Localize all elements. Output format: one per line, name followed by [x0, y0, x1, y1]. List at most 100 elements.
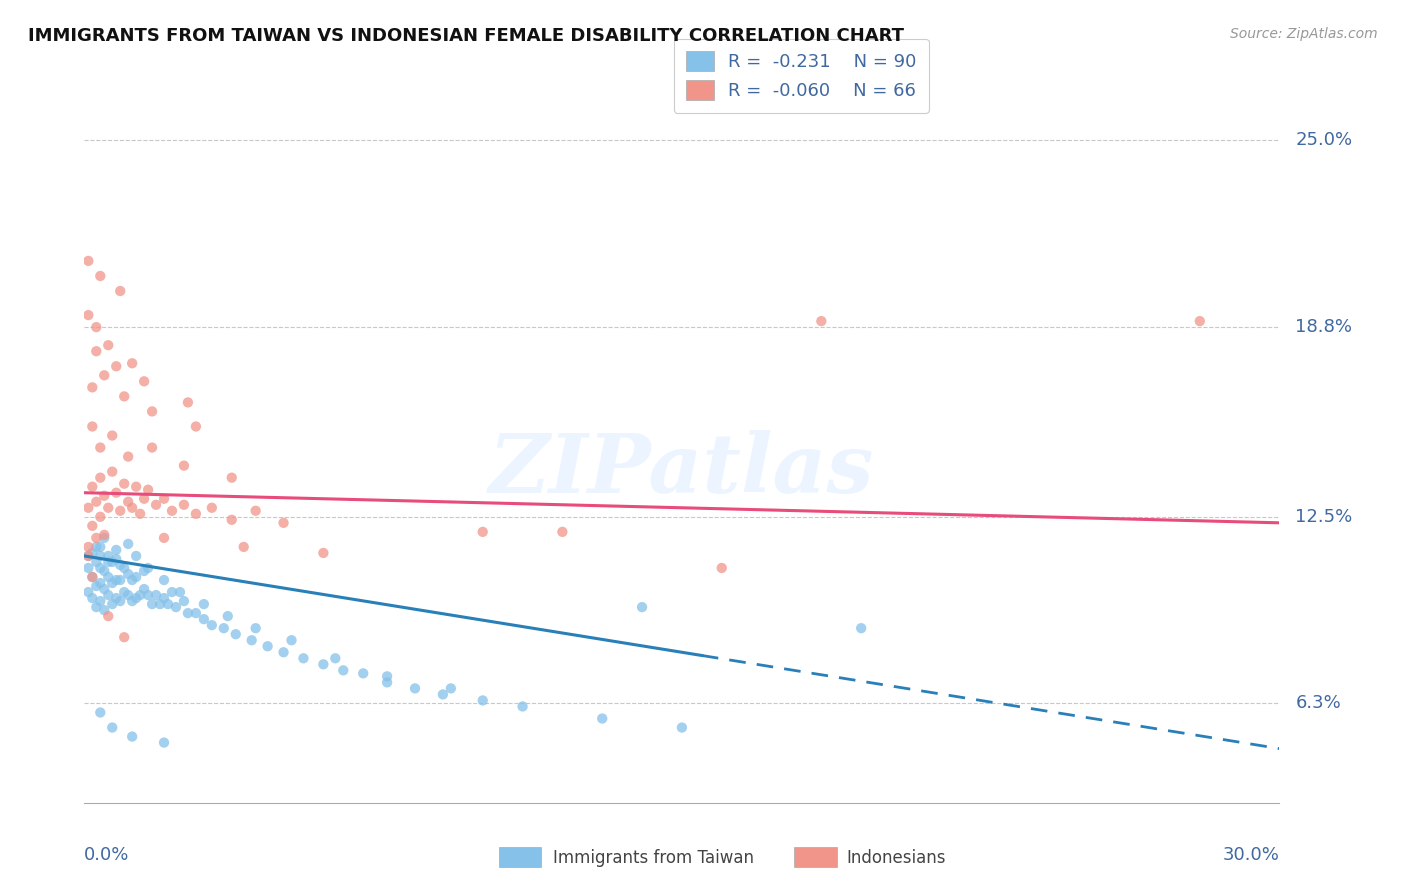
Point	[82, 380, 104, 394]
Text: ZIPatlas: ZIPatlas	[489, 431, 875, 510]
Point	[145, 588, 167, 602]
Point	[82, 480, 104, 494]
Point	[173, 458, 195, 473]
Point	[121, 500, 143, 515]
Point	[153, 735, 176, 749]
Point	[153, 591, 176, 606]
Point	[101, 721, 124, 735]
Point	[97, 570, 120, 584]
Point	[153, 531, 176, 545]
Point	[93, 531, 115, 545]
Point	[77, 254, 100, 268]
Point	[129, 588, 152, 602]
Point	[89, 441, 111, 455]
Point	[201, 500, 224, 515]
Point	[105, 591, 128, 606]
Point	[89, 540, 111, 554]
Point	[160, 504, 183, 518]
Point	[101, 597, 124, 611]
Point	[125, 480, 148, 494]
Point	[273, 645, 295, 659]
Point	[810, 314, 832, 328]
Point	[112, 389, 135, 403]
Point	[145, 498, 167, 512]
Point	[141, 441, 163, 455]
Point	[110, 284, 132, 298]
Text: Indonesians: Indonesians	[846, 849, 946, 867]
Point	[86, 494, 108, 508]
Point	[165, 600, 187, 615]
Point	[86, 531, 108, 545]
Point	[240, 633, 263, 648]
Point	[77, 585, 100, 599]
Point	[105, 359, 128, 374]
Point	[256, 639, 278, 653]
Point	[110, 594, 132, 608]
Point	[292, 651, 315, 665]
Point	[117, 450, 139, 464]
Point	[86, 555, 108, 569]
Legend: R =  -0.231    N = 90, R =  -0.060    N = 66: R = -0.231 N = 90, R = -0.060 N = 66	[673, 38, 929, 112]
Point	[97, 549, 120, 563]
Point	[97, 555, 120, 569]
Point	[89, 561, 111, 575]
Point	[177, 395, 200, 409]
Point	[169, 585, 191, 599]
Point	[77, 500, 100, 515]
Point	[97, 500, 120, 515]
Point	[77, 308, 100, 322]
Point	[82, 519, 104, 533]
Text: Immigrants from Taiwan: Immigrants from Taiwan	[553, 849, 754, 867]
Point	[1188, 314, 1211, 328]
Point	[82, 591, 104, 606]
Point	[121, 356, 143, 370]
Point	[332, 664, 354, 678]
Point	[110, 573, 132, 587]
Point	[112, 585, 135, 599]
Point	[312, 546, 335, 560]
Point	[121, 573, 143, 587]
Point	[117, 494, 139, 508]
Point	[117, 537, 139, 551]
Point	[325, 651, 347, 665]
Point	[375, 669, 398, 683]
Point	[110, 558, 132, 572]
Point	[273, 516, 295, 530]
Point	[471, 524, 494, 539]
Point	[184, 606, 207, 620]
Point	[112, 476, 135, 491]
Text: 25.0%: 25.0%	[1295, 131, 1353, 150]
Point	[404, 681, 426, 696]
Point	[101, 555, 124, 569]
Point	[184, 419, 207, 434]
Point	[591, 712, 613, 726]
Point	[136, 561, 159, 575]
Point	[125, 591, 148, 606]
Point	[471, 693, 494, 707]
Point	[280, 633, 302, 648]
Point	[125, 549, 148, 563]
Point	[89, 471, 111, 485]
Point	[112, 561, 135, 575]
Point	[851, 621, 873, 635]
Point	[77, 549, 100, 563]
Point	[512, 699, 534, 714]
Point	[212, 621, 235, 635]
Point	[173, 594, 195, 608]
Point	[82, 546, 104, 560]
Point	[77, 549, 100, 563]
Point	[89, 706, 111, 720]
Point	[710, 561, 733, 575]
Point	[105, 542, 128, 557]
Point	[375, 675, 398, 690]
Point	[117, 588, 139, 602]
Point	[440, 681, 463, 696]
Point	[77, 540, 100, 554]
Point	[201, 618, 224, 632]
Point	[86, 540, 108, 554]
Point	[89, 594, 111, 608]
Point	[232, 540, 254, 554]
Point	[93, 564, 115, 578]
Point	[551, 524, 574, 539]
Point	[93, 603, 115, 617]
